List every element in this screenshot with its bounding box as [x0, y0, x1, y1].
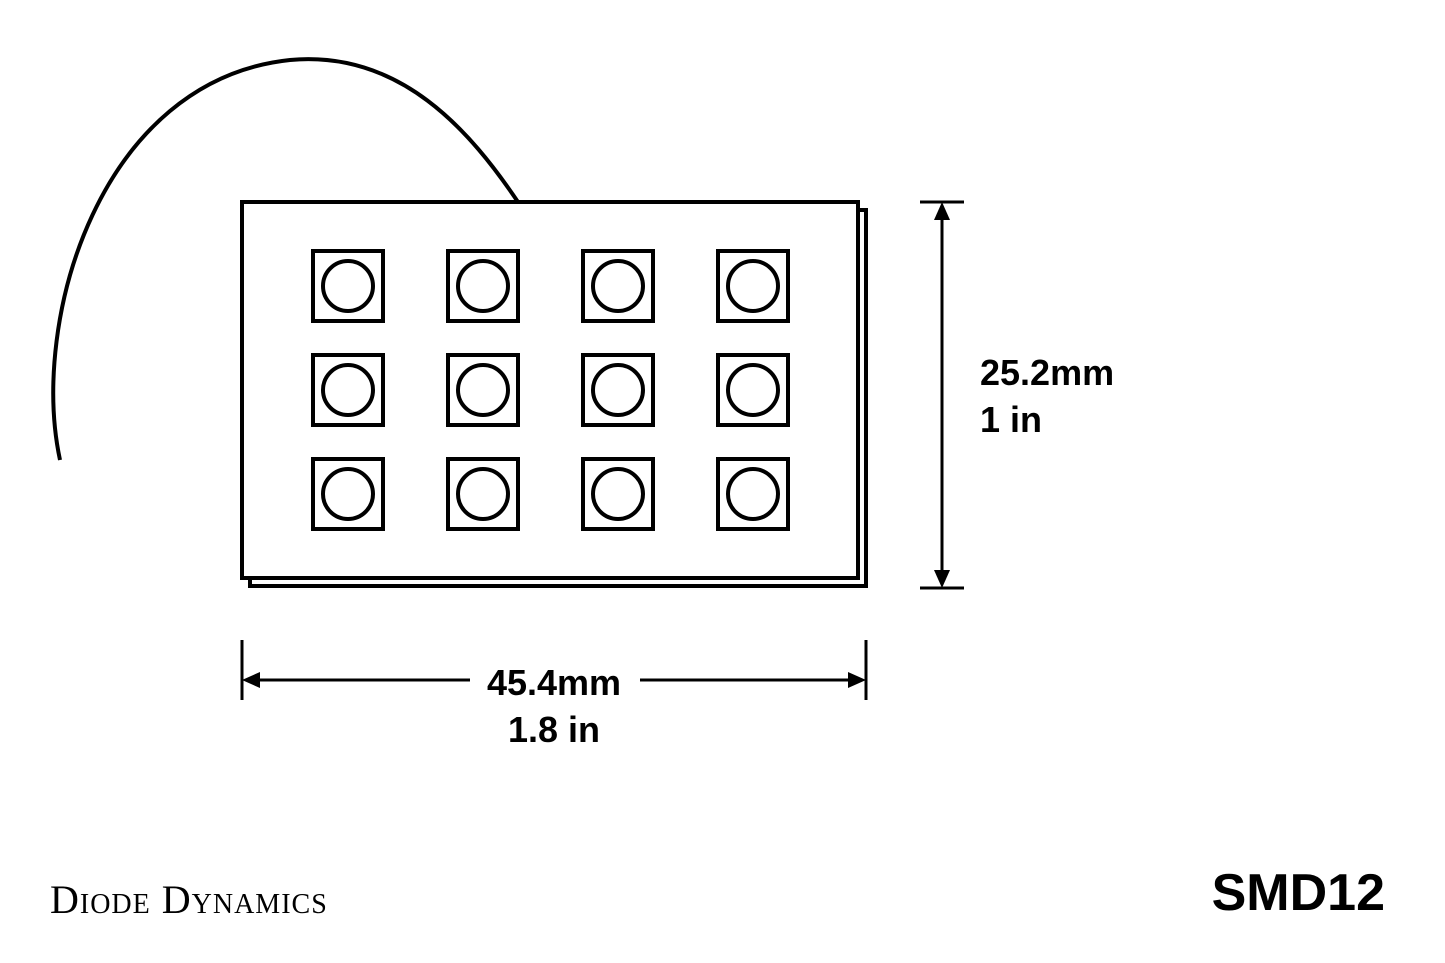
led-cell [311, 353, 385, 427]
led-cell [581, 249, 655, 323]
led-lens [591, 363, 645, 417]
led-cell [446, 249, 520, 323]
dimension-width-mm: 45.4mm [487, 660, 621, 707]
dimension-height-mm: 25.2mm [980, 350, 1114, 397]
led-lens [591, 259, 645, 313]
led-lens [321, 363, 375, 417]
led-cell [446, 457, 520, 531]
brand-label: Diode Dynamics [50, 876, 328, 923]
led-lens [456, 259, 510, 313]
led-lens [456, 363, 510, 417]
led-lens [726, 467, 780, 521]
led-lens [321, 467, 375, 521]
dimension-width-in: 1.8 in [487, 707, 621, 754]
led-cell [581, 457, 655, 531]
led-cell [311, 249, 385, 323]
led-cell [311, 457, 385, 531]
board-front-layer [240, 200, 860, 580]
led-lens [591, 467, 645, 521]
led-lens [726, 259, 780, 313]
led-grid [244, 204, 856, 576]
led-lens [321, 259, 375, 313]
led-cell [716, 353, 790, 427]
led-lens [456, 467, 510, 521]
led-board [240, 200, 860, 580]
dimension-height-label: 25.2mm 1 in [980, 350, 1114, 444]
led-cell [581, 353, 655, 427]
dimension-width-label: 45.4mm 1.8 in [240, 660, 868, 754]
model-label: SMD12 [1212, 863, 1385, 923]
led-lens [726, 363, 780, 417]
dimension-height: 25.2mm 1 in [920, 200, 1140, 590]
dimension-height-in: 1 in [980, 397, 1114, 444]
led-cell [716, 457, 790, 531]
diagram-canvas: 25.2mm 1 in 45.4mm 1.8 in Diode Dynamics… [0, 0, 1445, 963]
led-cell [716, 249, 790, 323]
dimension-width: 45.4mm 1.8 in [240, 640, 868, 760]
led-cell [446, 353, 520, 427]
